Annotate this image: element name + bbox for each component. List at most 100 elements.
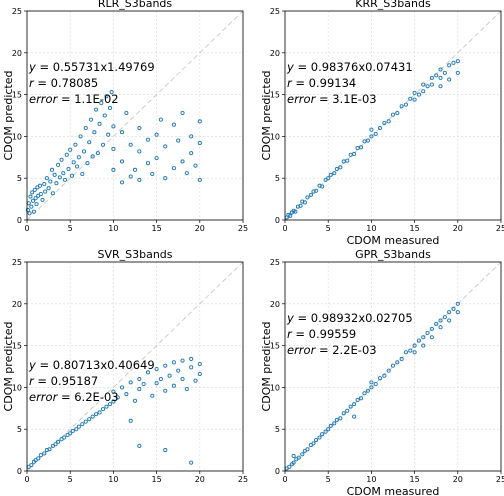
y-tick-label: 10 <box>270 383 280 392</box>
data-point <box>332 421 337 426</box>
data-point <box>90 154 95 159</box>
data-point <box>197 177 202 182</box>
data-point <box>416 338 421 343</box>
x-tick-label: 5 <box>68 475 73 484</box>
subplot-2: 0 5 10 15 20 25 0 5 10 15 20 25 KRR_S3bands CDOM pred… <box>260 0 504 247</box>
y-tick-label: 5 <box>17 174 22 183</box>
data-point <box>25 207 30 213</box>
data-point <box>395 360 400 365</box>
annotation-error-value-symbol: error <box>29 390 59 404</box>
data-point <box>305 447 310 452</box>
data-point <box>416 92 421 97</box>
data-point <box>163 176 168 181</box>
x-axis-label: CDOM measured <box>347 485 440 496</box>
data-point <box>338 416 343 421</box>
data-point <box>352 151 357 157</box>
annotation-equation-symbol: y <box>286 311 294 325</box>
y-tick-label: 20 <box>270 300 280 309</box>
data-point <box>189 460 194 465</box>
data-point <box>184 387 189 392</box>
data-point <box>421 343 426 348</box>
data-point <box>64 152 69 157</box>
data-point <box>132 398 138 403</box>
y-axis-label: CDOM predicted <box>260 322 273 412</box>
data-point <box>305 195 310 200</box>
annotation-r-value-value: = 0.99134 <box>292 76 357 90</box>
annotation-error-value: error = 6.2E-03 <box>29 390 119 404</box>
data-point <box>137 177 142 182</box>
data-point <box>308 192 313 197</box>
data-point <box>447 318 452 323</box>
data-point <box>68 147 73 152</box>
data-point <box>171 166 176 171</box>
y-tick-label: 10 <box>12 383 22 392</box>
data-point <box>158 376 163 382</box>
data-point <box>447 63 452 68</box>
data-point <box>75 164 80 169</box>
data-point <box>163 363 168 368</box>
y-tick-label: 25 <box>270 258 280 267</box>
x-tick-label: 25 <box>238 475 248 484</box>
data-point <box>29 204 34 209</box>
y-tick-label: 0 <box>17 216 22 225</box>
data-point <box>184 171 189 176</box>
data-point <box>38 192 43 197</box>
data-point <box>328 423 333 428</box>
y-tick-label: 5 <box>275 174 280 183</box>
x-tick-label: 10 <box>366 475 376 484</box>
data-point <box>171 383 176 388</box>
chart-title: RLR_S3bands <box>98 0 173 10</box>
y-tick-label: 10 <box>270 132 280 141</box>
data-point <box>358 145 364 150</box>
x-tick-label: 10 <box>108 475 118 484</box>
data-point <box>176 368 181 373</box>
data-point <box>99 100 104 106</box>
data-point <box>314 188 319 193</box>
data-point <box>296 455 301 460</box>
data-point <box>76 155 81 160</box>
annotation-r-value: r = 0.99134 <box>287 76 356 90</box>
data-point <box>69 173 74 178</box>
data-point <box>345 158 350 163</box>
data-point <box>408 96 413 101</box>
data-point <box>145 161 151 166</box>
data-point <box>412 350 417 355</box>
data-point <box>109 90 114 95</box>
annotation-error-value-symbol: error <box>287 343 317 357</box>
data-point <box>95 151 100 156</box>
data-point <box>323 429 328 434</box>
annotation-equation-value: = 0.98376x0.07431 <box>294 60 413 74</box>
data-point <box>111 124 116 129</box>
data-point <box>73 142 78 147</box>
annotation-equation: y = 0.98376x0.07431 <box>286 60 413 74</box>
x-tick-label: 0 <box>24 224 29 233</box>
data-point <box>302 200 307 205</box>
data-point <box>171 360 176 365</box>
data-point <box>56 162 61 167</box>
annotation-equation-symbol: y <box>28 60 36 74</box>
data-point <box>31 209 36 214</box>
data-point <box>180 110 185 116</box>
data-point <box>102 113 107 118</box>
data-point <box>455 59 460 64</box>
data-point <box>145 137 151 142</box>
data-point <box>111 399 116 404</box>
data-point <box>298 203 303 208</box>
annotation-error-value-value: = 3.1E-03 <box>315 92 376 106</box>
y-tick-label: 10 <box>12 132 22 141</box>
data-point <box>369 127 374 132</box>
annotation-equation-symbol: y <box>286 60 294 74</box>
data-point <box>128 418 133 423</box>
data-point <box>171 122 176 127</box>
data-point <box>85 161 90 166</box>
data-point <box>189 356 194 362</box>
data-point <box>158 117 163 122</box>
data-point <box>399 104 404 109</box>
data-point <box>56 439 61 444</box>
data-point <box>59 157 64 162</box>
x-tick-label: 20 <box>195 475 205 484</box>
data-point <box>362 391 367 396</box>
data-point <box>150 171 155 177</box>
data-point <box>455 301 460 306</box>
